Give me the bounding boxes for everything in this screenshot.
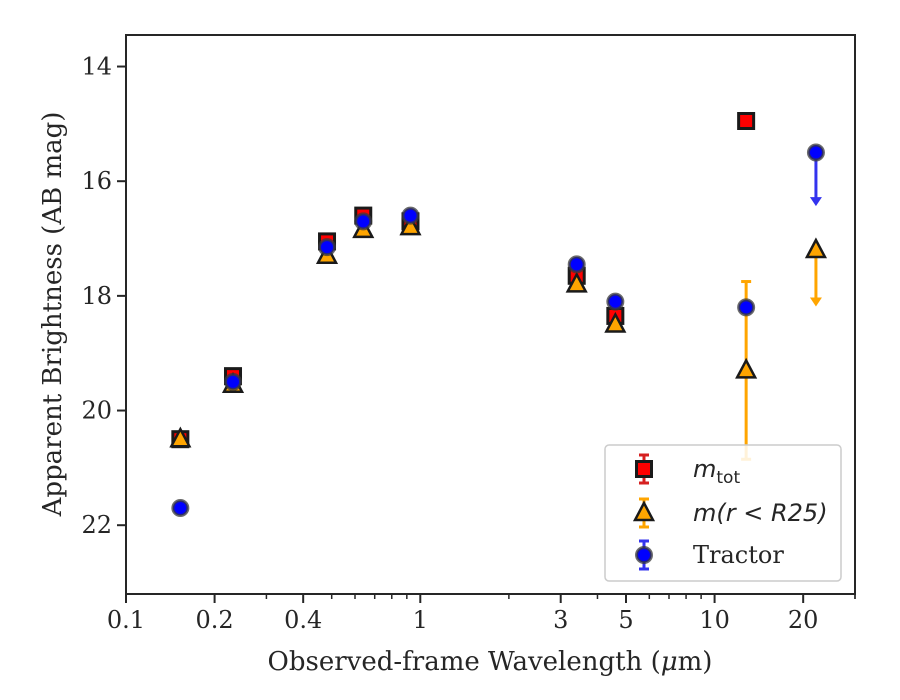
tractor-point: [318, 238, 337, 257]
axes: 0.1 0.2 0.4 1 3 5 10 20 14 16 18 20 22: [81, 34, 856, 634]
mr25-point: [169, 426, 192, 448]
legend-marker-tractor: [635, 546, 653, 564]
tractor-point: [606, 292, 625, 311]
mr25-point: [604, 311, 627, 333]
y-tick-label: 18: [81, 282, 112, 310]
x-tick-label: 10: [699, 606, 730, 634]
x-axis-label: Observed-frame Wavelength (μm): [268, 647, 713, 677]
x-tick-label: 0.1: [107, 606, 145, 634]
legend-marker-mr25: [632, 500, 656, 522]
mr25-point: [735, 357, 758, 379]
x-tick-label: 5: [618, 606, 633, 634]
tractor-point: [737, 298, 756, 317]
legend-label-tractor: Tractor: [693, 541, 784, 569]
x-tick-label: 20: [788, 606, 819, 634]
legend-box: [604, 444, 842, 582]
legend-marker-mtot: [635, 460, 653, 478]
mr25-upper-limit-arrow: [809, 297, 822, 307]
tractor-point: [806, 143, 825, 162]
legend-label-mr25: m(r < R25): [693, 499, 828, 527]
y-axis-label: Apparent Brightness (AB mag): [38, 112, 68, 518]
mr25-point: [565, 271, 588, 293]
y-tick-label: 20: [81, 397, 112, 425]
x-tick-label: 3: [553, 606, 568, 634]
tractor-point: [567, 255, 586, 274]
x-tick-label: 1: [413, 606, 428, 634]
plot-frame: [125, 34, 856, 595]
mtot-point: [737, 112, 756, 130]
y-tick-label: 16: [81, 167, 112, 195]
mr25-point: [399, 214, 422, 236]
data-marks: [169, 112, 828, 517]
y-tick-label: 22: [81, 511, 112, 539]
tractor-upper-limit-arrow: [809, 197, 822, 207]
tractor-point: [224, 372, 243, 391]
x-tick-label: 0.2: [196, 606, 234, 634]
y-tick-label: 14: [81, 53, 112, 81]
legend: mtot m(r < R25) Tractor: [604, 444, 842, 582]
mr25-point: [804, 237, 828, 259]
legend-label-mtot: mtot: [693, 455, 740, 488]
tractor-point: [171, 499, 190, 517]
x-tick-label: 0.4: [284, 606, 322, 634]
tractor-point: [354, 212, 373, 231]
tractor-point: [401, 206, 420, 225]
